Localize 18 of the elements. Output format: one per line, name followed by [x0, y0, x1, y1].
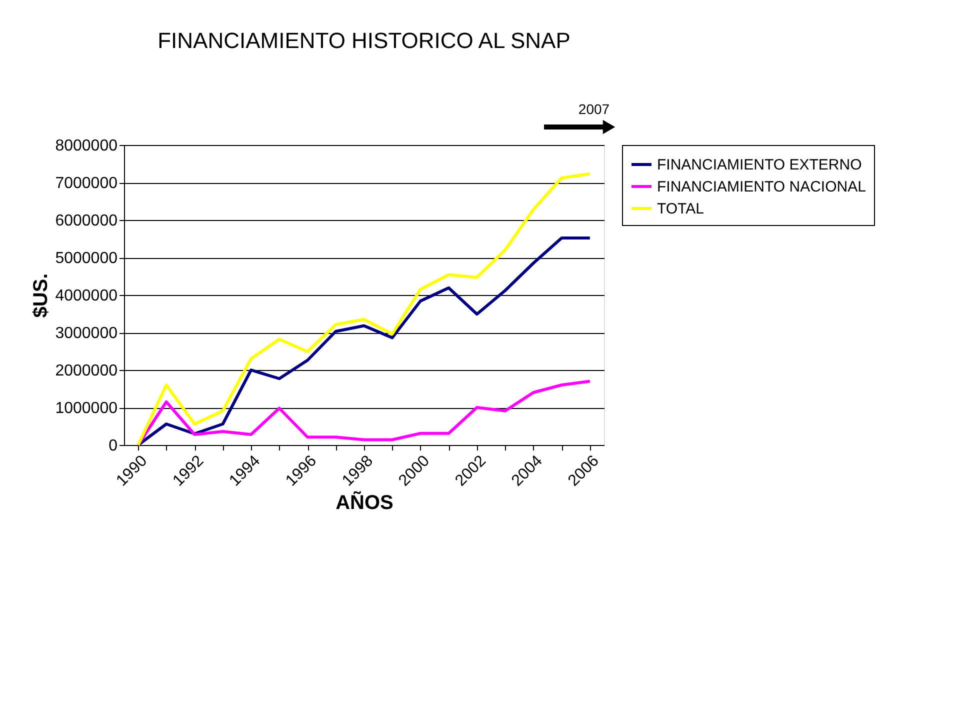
- y-tick-label: 6000000: [55, 212, 118, 230]
- legend-label: FINANCIAMIENTO NACIONAL: [657, 178, 866, 196]
- y-axis-title: $US.: [30, 273, 52, 318]
- y-tick-label: 2000000: [55, 362, 118, 380]
- y-tick-label: 3000000: [55, 325, 118, 342]
- y-tick-label: 5000000: [55, 250, 118, 267]
- x-axis-title: AÑOS: [336, 490, 394, 514]
- legend-label: TOTAL: [657, 200, 704, 218]
- y-tick-label: 7000000: [55, 175, 118, 192]
- legend-label: FINANCIAMIENTO EXTERNO: [657, 156, 862, 174]
- text: 2007: [578, 101, 610, 117]
- chart-title: FINANCIAMIENTO HISTORICO AL SNAP: [158, 28, 570, 53]
- line-series: [136, 172, 592, 446]
- y-tick-label: 8000000: [55, 138, 118, 154]
- line-series: [136, 236, 592, 446]
- y-tick-label: 0: [108, 438, 118, 454]
- y-tick-label: 1000000: [55, 400, 118, 417]
- y-tick-label: 4000000: [55, 288, 118, 304]
